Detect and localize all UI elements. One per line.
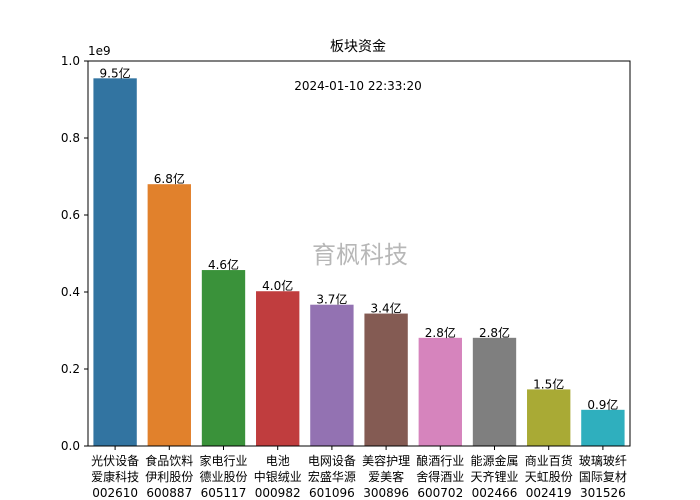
x-tick-label-stock: 爱美客 bbox=[368, 469, 404, 484]
bar bbox=[472, 337, 517, 446]
x-tick-label-sector: 酿酒行业 bbox=[416, 453, 464, 468]
bar bbox=[527, 389, 571, 446]
timestamp-annotation: 2024-01-10 22:33:20 bbox=[294, 79, 421, 93]
y-tick-label: 0.2 bbox=[61, 362, 80, 376]
data-label: 2.8亿 bbox=[479, 325, 510, 340]
watermark: 育枫科技 bbox=[312, 241, 408, 269]
x-tick-label-stock: 舍得酒业 bbox=[416, 469, 464, 484]
x-tick-label-code: 002466 bbox=[472, 486, 518, 500]
bar bbox=[310, 304, 354, 446]
bar bbox=[93, 78, 137, 446]
x-tick-label-sector: 电池 bbox=[266, 454, 290, 468]
x-tick-label-code: 002610 bbox=[92, 486, 138, 500]
chart-title: 板块资金 bbox=[330, 39, 386, 55]
x-tick-label-sector: 玻璃玻纤 bbox=[579, 454, 627, 468]
x-tick-label-sector: 家电行业 bbox=[199, 453, 247, 468]
x-tick-label-code: 000982 bbox=[255, 486, 301, 500]
x-tick-label-code: 301526 bbox=[580, 486, 626, 500]
x-tick-label-stock: 国际复材 bbox=[579, 470, 627, 484]
y-tick-label: 0.6 bbox=[61, 208, 80, 222]
data-label: 6.8亿 bbox=[154, 171, 185, 186]
data-label: 3.4亿 bbox=[371, 301, 402, 316]
x-tick-label-sector: 食品饮料 bbox=[145, 453, 193, 468]
x-tick-label-code: 600887 bbox=[146, 486, 192, 500]
bar bbox=[418, 337, 462, 446]
x-tick-label-code: 601096 bbox=[309, 486, 355, 500]
plot-frame bbox=[87, 60, 631, 447]
y-tick-label: 1.0 bbox=[61, 54, 80, 68]
x-tick-label-stock: 爱康科技 bbox=[91, 469, 139, 484]
x-tick-label-code: 002419 bbox=[526, 486, 572, 500]
data-label: 3.7亿 bbox=[316, 292, 347, 307]
x-tick-label-code: 300896 bbox=[363, 486, 409, 500]
x-tick-label-stock: 天齐锂业 bbox=[470, 469, 518, 484]
x-tick-label-stock: 天虹股份 bbox=[525, 470, 573, 484]
data-label: 4.0亿 bbox=[262, 278, 293, 293]
x-tick-label-sector: 电网设备 bbox=[308, 454, 356, 468]
data-label: 2.8亿 bbox=[425, 325, 456, 340]
bar bbox=[364, 313, 408, 446]
data-label: 4.6亿 bbox=[208, 257, 239, 272]
y-offset-label: 1e9 bbox=[88, 44, 111, 58]
bar bbox=[581, 409, 625, 446]
x-tick-label-sector: 商业百货 bbox=[525, 453, 573, 468]
x-tick-label-stock: 德业股份 bbox=[199, 469, 247, 484]
x-tick-label-stock: 中银绒业 bbox=[254, 469, 302, 484]
bar bbox=[256, 291, 300, 446]
bar bbox=[201, 270, 246, 446]
x-tick-label-code: 605117 bbox=[201, 486, 247, 500]
bar bbox=[147, 184, 191, 446]
x-tick-label-stock: 宏盛华源 bbox=[308, 469, 356, 484]
x-tick-label-sector: 光伏设备 bbox=[91, 454, 139, 468]
x-tick-label-stock: 伊利股份 bbox=[145, 470, 193, 484]
x-tick-label-sector: 能源金属 bbox=[470, 453, 518, 468]
y-tick-label: 0.4 bbox=[61, 285, 80, 299]
data-label: 0.9亿 bbox=[587, 397, 618, 412]
x-tick-label-code: 600702 bbox=[417, 486, 463, 500]
y-tick-label: 0.8 bbox=[61, 131, 80, 145]
x-tick-label-sector: 美容护理 bbox=[362, 453, 410, 468]
y-tick-label: 0.0 bbox=[61, 439, 80, 453]
data-label: 9.5亿 bbox=[100, 65, 131, 80]
data-label: 1.5亿 bbox=[533, 376, 564, 391]
